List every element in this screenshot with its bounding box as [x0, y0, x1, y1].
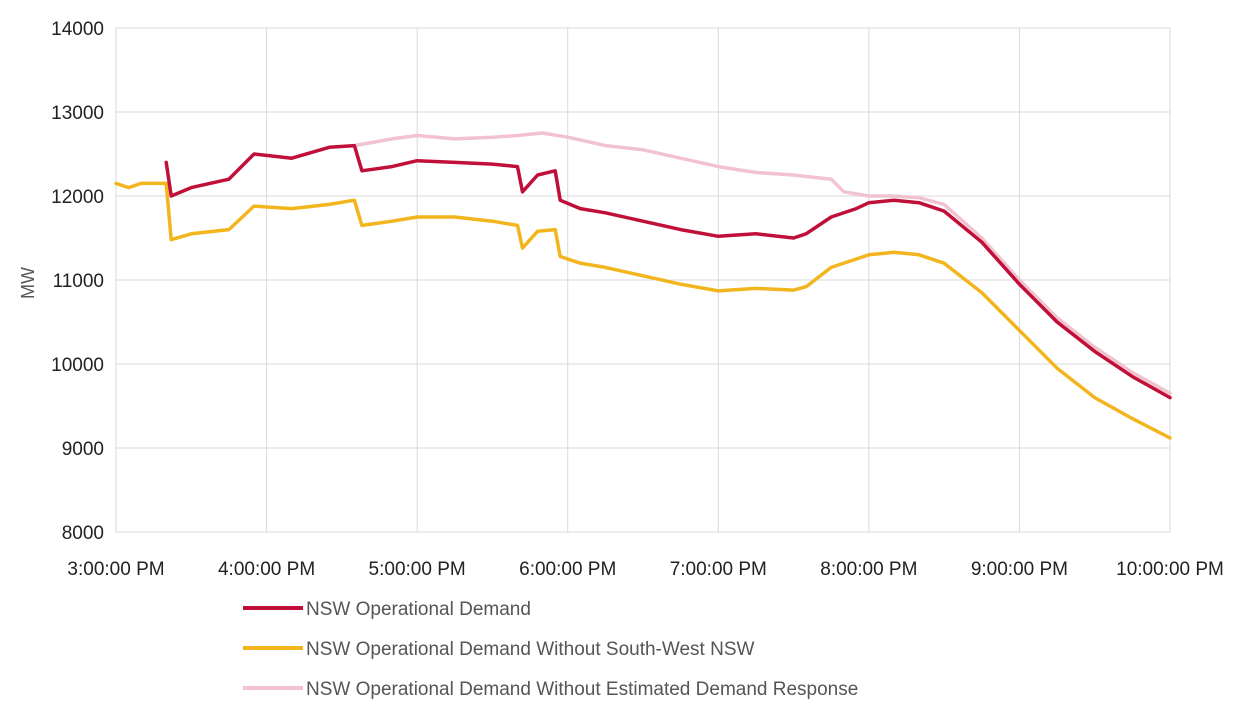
y-tick-label: 13000	[51, 103, 104, 124]
x-tick-label: 10:00:00 PM	[1116, 559, 1224, 580]
series-line	[114, 181, 1172, 440]
y-tick-label: 12000	[51, 187, 104, 208]
x-tick-label: 6:00:00 PM	[519, 559, 616, 580]
x-tick-label: 4:00:00 PM	[218, 559, 315, 580]
grid	[115, 27, 1171, 533]
y-tick-label: 9000	[62, 439, 104, 460]
legend-label: NSW Operational Demand	[306, 599, 531, 620]
legend: NSW Operational Demand NSW Operational De…	[243, 599, 858, 700]
x-tick-label: 8:00:00 PM	[820, 559, 917, 580]
x-tick-labels: 3:00:00 PM 4:00:00 PM 5:00:00 PM 6:00:00 PM…	[67, 559, 1223, 580]
x-tick-label: 9:00:00 PM	[971, 559, 1068, 580]
series-line	[352, 131, 1172, 396]
y-tick-labels: 8000 9000 10000 11000 12000 13000 14000	[51, 19, 104, 544]
x-tick-label: 5:00:00 PM	[369, 559, 466, 580]
series-line	[164, 143, 1172, 400]
y-tick-label: 11000	[53, 271, 104, 292]
y-axis-title: MW	[18, 267, 38, 299]
y-tick-label: 14000	[51, 19, 104, 40]
x-tick-label: 7:00:00 PM	[670, 559, 767, 580]
legend-label: NSW Operational Demand Without South-Wes…	[306, 639, 754, 660]
legend-label: NSW Operational Demand Without Estimated…	[306, 679, 858, 700]
y-tick-label: 10000	[51, 355, 104, 376]
x-tick-label: 3:00:00 PM	[67, 559, 164, 580]
y-tick-label: 8000	[62, 523, 104, 544]
series-lines	[114, 131, 1172, 440]
